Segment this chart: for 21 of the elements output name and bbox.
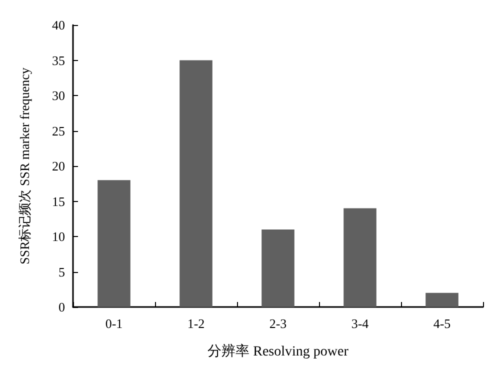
y-tick-label: 20: [52, 158, 65, 174]
y-tick-label: 5: [58, 264, 65, 280]
bar: [180, 60, 212, 307]
y-tick-label: 30: [52, 88, 65, 103]
bar: [344, 208, 376, 307]
y-tick-label: 25: [52, 123, 65, 138]
y-tick-label: 15: [52, 194, 65, 209]
x-tick-label: 3-4: [351, 316, 370, 331]
y-axis-title: SSR标记频次 SSR marker frequency: [17, 67, 32, 264]
y-tick-label: 40: [52, 18, 65, 32]
y-tick-label: 0: [58, 300, 65, 314]
bar: [98, 180, 130, 307]
x-tick-label: 2-3: [269, 316, 287, 331]
x-tick-label: 0-1: [105, 316, 123, 331]
x-axis-title: 分辨率 Resolving power: [208, 344, 349, 360]
y-tick-label: 10: [52, 229, 65, 244]
bar: [426, 292, 458, 307]
x-tick-label: 1-2: [187, 316, 205, 331]
x-tick-label: 4-5: [433, 316, 451, 331]
bar: [262, 229, 294, 307]
y-tick-label: 35: [52, 52, 65, 68]
